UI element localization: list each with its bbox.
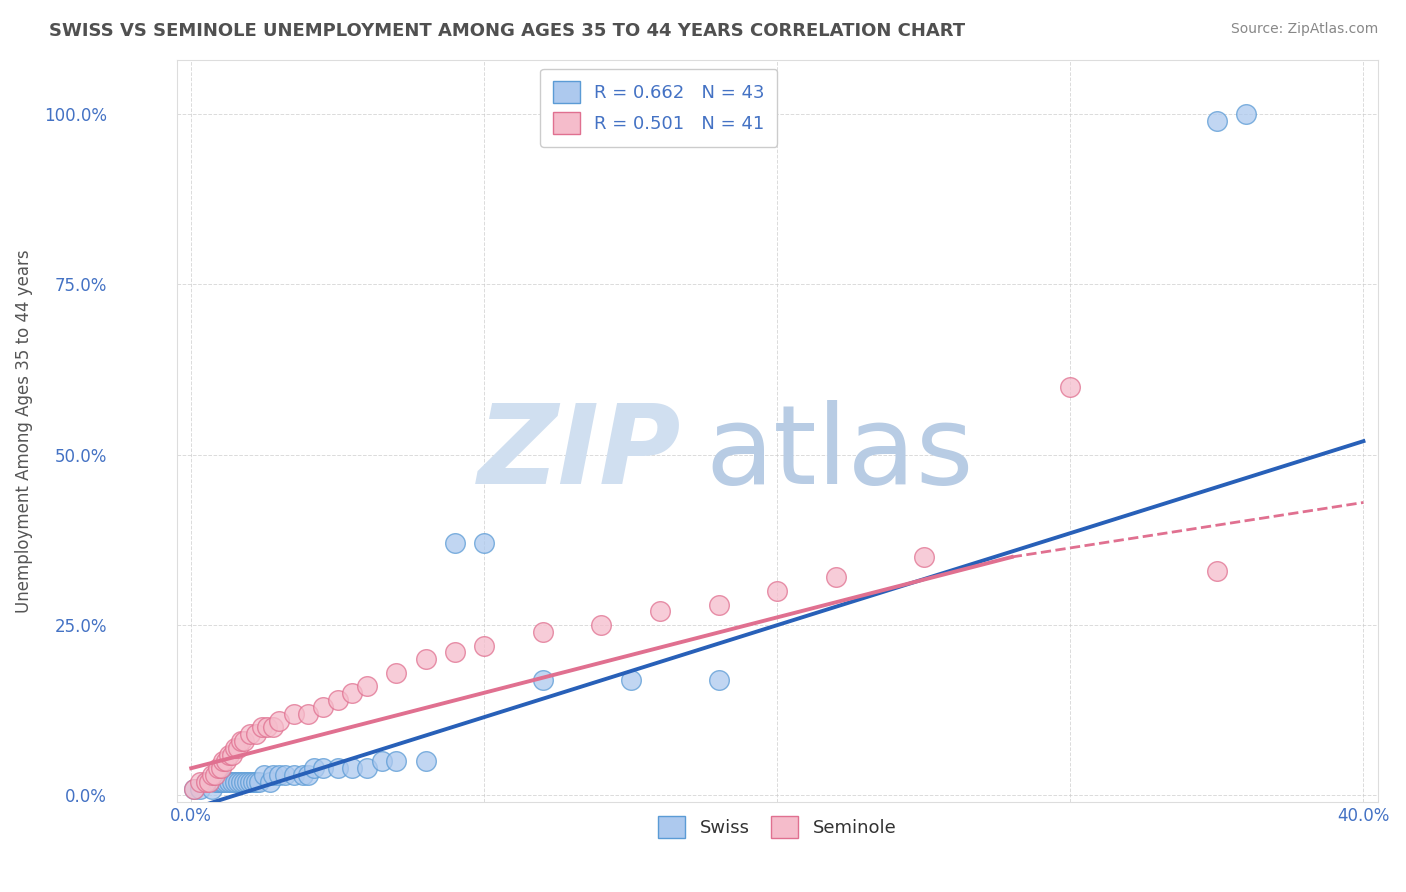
Y-axis label: Unemployment Among Ages 35 to 44 years: Unemployment Among Ages 35 to 44 years <box>15 249 32 613</box>
Point <box>342 686 364 700</box>
Point <box>766 584 789 599</box>
Point <box>204 774 226 789</box>
Point <box>262 768 284 782</box>
Point <box>236 774 259 789</box>
Point <box>201 768 224 782</box>
Point <box>245 727 267 741</box>
Point <box>472 536 495 550</box>
Point <box>326 761 349 775</box>
Point <box>256 720 278 734</box>
Point <box>1059 379 1081 393</box>
Point <box>242 774 264 789</box>
Point <box>1206 564 1229 578</box>
Point <box>269 714 291 728</box>
Point <box>207 774 229 789</box>
Point <box>250 720 273 734</box>
Point <box>297 768 319 782</box>
Point <box>356 680 378 694</box>
Point <box>253 768 276 782</box>
Point <box>239 727 262 741</box>
Point <box>212 774 235 789</box>
Point <box>312 699 335 714</box>
Point <box>707 673 730 687</box>
Point <box>188 774 211 789</box>
Point <box>342 761 364 775</box>
Point <box>188 781 211 796</box>
Point <box>1206 114 1229 128</box>
Point <box>204 768 226 782</box>
Point <box>472 639 495 653</box>
Point <box>218 747 240 762</box>
Text: SWISS VS SEMINOLE UNEMPLOYMENT AMONG AGES 35 TO 44 YEARS CORRELATION CHART: SWISS VS SEMINOLE UNEMPLOYMENT AMONG AGE… <box>49 22 966 40</box>
Point <box>245 774 267 789</box>
Point <box>444 536 467 550</box>
Point <box>209 774 232 789</box>
Point <box>224 774 246 789</box>
Point <box>356 761 378 775</box>
Point <box>825 570 848 584</box>
Point <box>707 598 730 612</box>
Point <box>215 774 238 789</box>
Point <box>591 618 613 632</box>
Text: atlas: atlas <box>706 400 974 507</box>
Point <box>326 693 349 707</box>
Text: ZIP: ZIP <box>478 400 681 507</box>
Point <box>259 774 281 789</box>
Point <box>274 768 297 782</box>
Point <box>912 549 935 564</box>
Point <box>531 673 554 687</box>
Point <box>239 774 262 789</box>
Point <box>531 624 554 639</box>
Point <box>291 768 314 782</box>
Point <box>415 755 437 769</box>
Point <box>229 774 252 789</box>
Point <box>224 740 246 755</box>
Point <box>385 755 408 769</box>
Point <box>444 645 467 659</box>
Point <box>218 774 240 789</box>
Point <box>201 781 224 796</box>
Point <box>215 755 238 769</box>
Point <box>269 768 291 782</box>
Point <box>297 706 319 721</box>
Point <box>212 755 235 769</box>
Point <box>370 755 392 769</box>
Point <box>385 665 408 680</box>
Point <box>233 774 256 789</box>
Point <box>221 747 243 762</box>
Point <box>183 781 205 796</box>
Point <box>194 774 217 789</box>
Point <box>207 761 229 775</box>
Point <box>262 720 284 734</box>
Point <box>304 761 326 775</box>
Legend: Swiss, Seminole: Swiss, Seminole <box>651 809 904 846</box>
Point <box>209 761 232 775</box>
Point <box>226 740 249 755</box>
Point <box>198 774 221 789</box>
Point <box>194 774 217 789</box>
Point <box>183 781 205 796</box>
Point <box>221 774 243 789</box>
Point <box>247 774 270 789</box>
Point <box>312 761 335 775</box>
Point <box>233 734 256 748</box>
Point <box>1234 107 1257 121</box>
Point <box>229 734 252 748</box>
Point <box>283 706 305 721</box>
Point <box>648 605 671 619</box>
Point <box>620 673 643 687</box>
Point <box>283 768 305 782</box>
Point <box>226 774 249 789</box>
Point <box>415 652 437 666</box>
Text: Source: ZipAtlas.com: Source: ZipAtlas.com <box>1230 22 1378 37</box>
